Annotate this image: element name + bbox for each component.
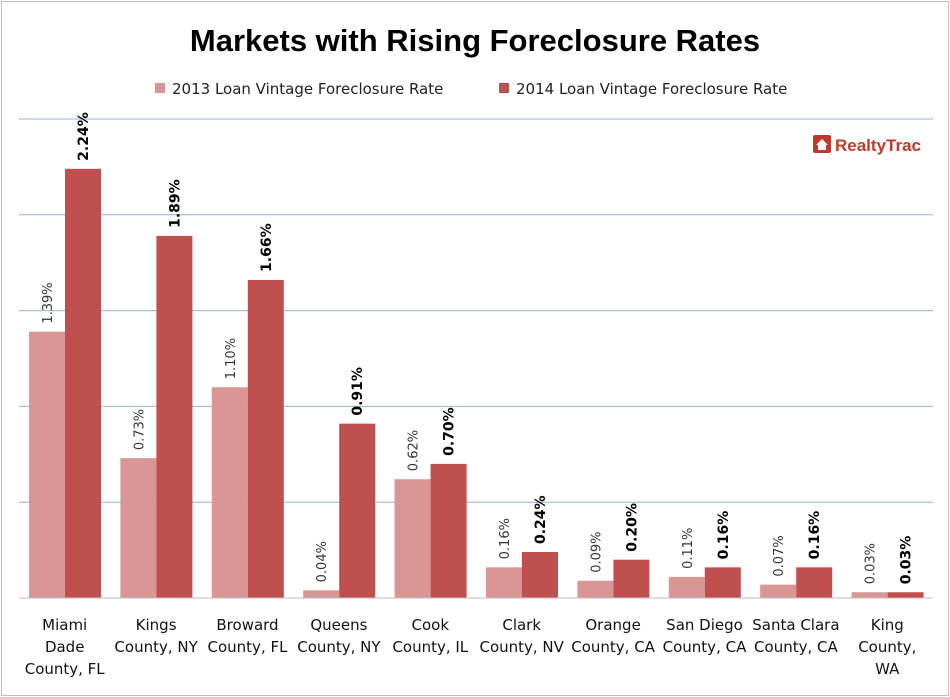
bar-2013-9 [760,584,797,598]
data-label-2013-7: 0.09% [589,531,604,572]
realtytrac-logo-text: RealtyTrac [835,136,921,155]
bar-2014-3 [247,279,284,598]
bar-2013-3 [211,387,248,598]
category-label-2-line-1: Kings [136,616,177,634]
data-label-2013-9: 0.07% [772,535,787,576]
data-label-2013-5: 0.62% [407,430,422,471]
legend-swatch-1 [155,83,165,93]
category-label-1-line-1: Miami [42,616,87,634]
data-label-2013-1: 1.39% [41,282,56,323]
bar-2014-9 [796,567,833,598]
category-label-6-line-2: County, NV [479,638,564,656]
data-label-2013-8: 0.11% [681,528,696,569]
bar-2014-10 [887,592,924,598]
category-label-8-line-2: County, CA [663,638,747,656]
category-label-9-line-1: Santa Clara [752,616,839,634]
data-label-2014-1: 2.24% [76,112,92,161]
category-label-7-line-1: Orange [585,616,640,634]
data-label-2014-6: 0.24% [533,495,549,544]
data-label-2013-6: 0.16% [498,518,513,559]
category-label-2-line-2: County, NY [114,638,198,656]
bar-2014-2 [156,235,193,598]
category-label-10-line-3: WA [875,660,900,678]
category-label-6-line-1: Clark [502,616,541,634]
bar-2013-10 [851,592,888,598]
data-label-2014-10: 0.03% [899,536,915,585]
category-label-5-line-1: Cook [412,616,450,634]
bar-2014-1 [65,168,101,599]
bar-2014-5 [430,463,467,598]
bar-2014-6 [522,552,558,598]
data-label-2013-4: 0.04% [315,541,330,582]
bar-2013-7 [577,580,614,598]
data-label-2014-3: 1.66% [259,223,275,272]
bar-2014-4 [339,423,376,598]
category-label-1-line-2: Dade [45,638,85,656]
legend-label-2: 2014 Loan Vintage Foreclosure Rate [516,80,787,98]
data-label-2013-10: 0.03% [864,543,879,584]
category-label-4-line-2: County, NY [297,638,381,656]
data-label-2014-5: 0.70% [442,407,458,456]
category-label-3-line-2: County, FL [208,638,289,656]
bar-2013-5 [394,479,431,598]
category-label-10-line-1: King [871,616,904,634]
category-label-7-line-2: County, CA [571,638,655,656]
category-label-4-line-1: Queens [310,616,367,634]
bar-2014-8 [704,567,741,598]
bar-2013-8 [668,576,705,598]
category-label-10-line-2: County, [858,638,916,656]
data-label-2014-8: 0.16% [716,511,732,560]
bar-2013-1 [29,331,65,598]
legend-label-1: 2013 Loan Vintage Foreclosure Rate [172,80,443,98]
category-label-3-line-1: Broward [216,616,278,634]
house-icon [816,139,828,150]
category-label-9-line-2: County, CA [754,638,838,656]
data-label-2014-9: 0.16% [807,511,823,560]
data-label-2014-4: 0.91% [350,367,366,416]
data-label-2014-2: 1.89% [167,179,183,228]
chart-title: Markets with Rising Foreclosure Rates [190,23,760,58]
data-label-2013-3: 1.10% [224,338,239,379]
data-label-2013-2: 0.73% [132,409,147,450]
bar-2013-2 [120,458,157,598]
category-label-8-line-1: San Diego [666,616,743,634]
category-label-5-line-2: County, IL [392,638,468,656]
bar-2013-4 [303,590,340,598]
data-label-2014-7: 0.20% [624,503,640,552]
legend-swatch-2 [499,83,509,93]
bar-2013-6 [486,567,522,598]
category-label-1-line-3: County, FL [25,660,106,678]
bar-2014-7 [613,559,650,598]
